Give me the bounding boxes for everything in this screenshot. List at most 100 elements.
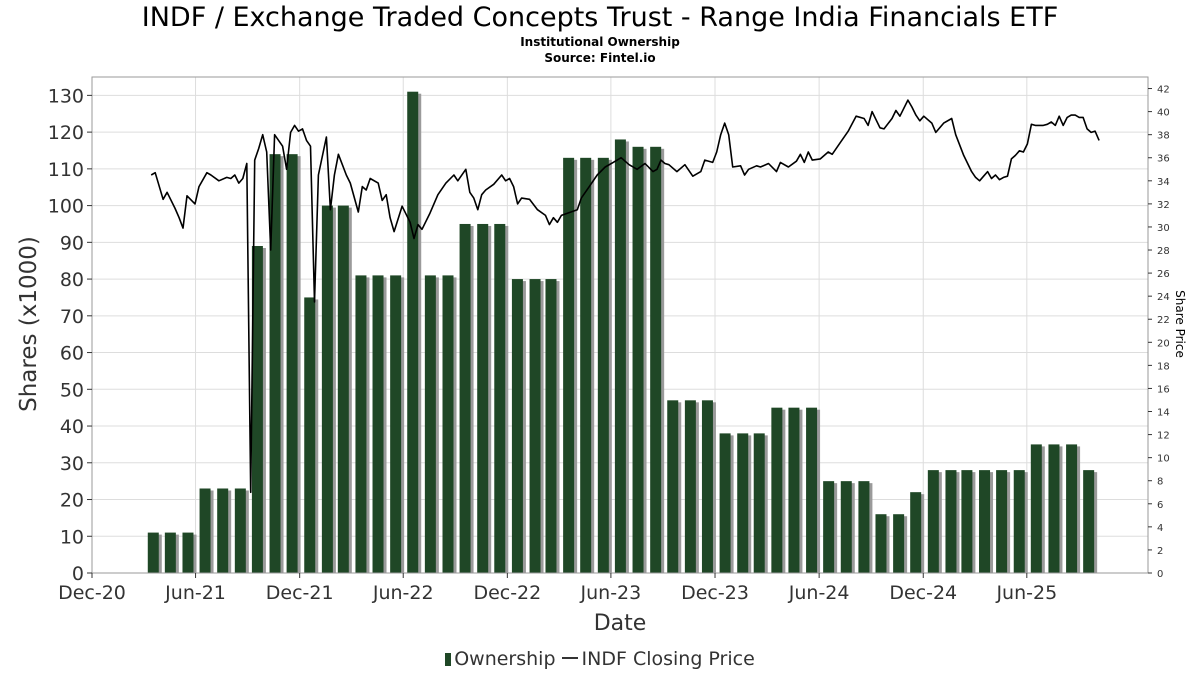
- legend: Ownership INDF Closing Price: [0, 648, 1200, 670]
- axes: 0102030405060708090100110120130024681012…: [48, 85, 1170, 604]
- y-tick-label: 120: [48, 122, 84, 144]
- ownership-bar: [321, 205, 333, 573]
- y2-tick-label: 14: [1157, 408, 1170, 419]
- y2-tick-label: 18: [1157, 361, 1170, 372]
- ownership-bar: [614, 139, 626, 573]
- ownership-bar: [823, 481, 835, 573]
- ownership-bar: [945, 470, 957, 573]
- legend-line-swatch: [561, 657, 578, 659]
- y2-tick-label: 40: [1157, 108, 1170, 119]
- y2-tick-label: 28: [1157, 246, 1170, 257]
- y-tick-label: 130: [48, 85, 84, 107]
- y2-tick-label: 8: [1157, 477, 1163, 488]
- x-tick-label: Jun-25: [995, 582, 1057, 604]
- y2-tick-label: 34: [1157, 177, 1170, 188]
- ownership-bar: [875, 514, 887, 573]
- chart-title: INDF / Exchange Traded Concepts Trust - …: [141, 2, 1059, 33]
- ownership-bar: [355, 275, 367, 573]
- y-axis-label: Shares (x1000): [16, 236, 42, 412]
- x-axis-label: Date: [594, 611, 647, 636]
- ownership-bar: [737, 433, 749, 573]
- ownership-bar: [337, 205, 349, 573]
- ownership-bar: [979, 470, 991, 573]
- ownership-bar: [407, 91, 419, 574]
- y2-tick-label: 26: [1157, 269, 1170, 280]
- ownership-bar: [286, 154, 298, 573]
- ownership-bar: [961, 470, 973, 573]
- ownership-bar: [771, 407, 783, 573]
- ownership-bar: [424, 275, 436, 573]
- ownership-bar: [390, 275, 402, 573]
- x-tick-label: Jun-22: [372, 582, 434, 604]
- y2-tick-label: 4: [1157, 523, 1163, 534]
- ownership-bar: [1030, 444, 1042, 573]
- ownership-bar: [251, 246, 263, 574]
- ownership-bar: [1013, 470, 1025, 573]
- y-tick-label: 70: [60, 306, 84, 328]
- y2-tick-label: 32: [1157, 200, 1170, 211]
- ownership-bar: [580, 157, 592, 573]
- x-tick-label: Dec-21: [266, 582, 334, 604]
- ownership-bar: [650, 146, 662, 573]
- ownership-bar: [806, 407, 818, 573]
- y-tick-label: 50: [60, 379, 84, 401]
- y-tick-label: 60: [60, 343, 84, 365]
- plot-frame: [91, 76, 1149, 574]
- ownership-bar: [597, 157, 609, 573]
- ownership-bar: [840, 481, 852, 573]
- y-tick-label: 110: [48, 159, 84, 181]
- ownership-bar: [910, 492, 922, 573]
- x-tick-label: Dec-23: [681, 582, 749, 604]
- ownership-bar: [147, 532, 159, 573]
- ownership-bar: [996, 470, 1008, 573]
- y2-tick-label: 24: [1157, 292, 1170, 303]
- ownership-bar: [893, 514, 905, 573]
- legend-ownership: Ownership: [454, 648, 556, 670]
- y2-tick-label: 38: [1157, 131, 1170, 142]
- y2-tick-label: 30: [1157, 223, 1170, 234]
- ownership-bar: [1083, 470, 1095, 573]
- chart-subtitle: Institutional Ownership: [520, 35, 680, 49]
- y2-tick-label: 36: [1157, 154, 1170, 165]
- ownership-bar: [477, 223, 489, 574]
- ownership-bar: [182, 532, 194, 573]
- ownership-bar: [372, 275, 384, 573]
- y-tick-label: 20: [60, 490, 84, 512]
- x-tick-label: Dec-20: [58, 582, 126, 604]
- ownership-bars: [147, 91, 1098, 574]
- y2-tick-label: 6: [1157, 500, 1163, 511]
- ownership-bar: [459, 223, 471, 574]
- legend-bar-swatch: [445, 653, 452, 666]
- ownership-bar: [494, 223, 506, 574]
- ownership-bar: [234, 488, 246, 573]
- ownership-bar: [1066, 444, 1078, 573]
- ownership-bar: [632, 146, 644, 573]
- ownership-bar: [753, 433, 765, 573]
- x-tick-label: Dec-22: [473, 582, 541, 604]
- ownership-bar: [1048, 444, 1060, 573]
- ownership-bar: [529, 279, 541, 573]
- ownership-bar: [701, 400, 713, 573]
- y2-tick-label: 12: [1157, 431, 1170, 442]
- y-tick-label: 90: [60, 232, 84, 254]
- ownership-bar: [719, 433, 731, 573]
- price-line: [150, 99, 1100, 494]
- x-tick-label: Jun-21: [164, 582, 226, 604]
- y2-tick-label: 22: [1157, 315, 1170, 326]
- y2-tick-label: 0: [1157, 569, 1163, 580]
- ownership-bar: [545, 279, 557, 573]
- ownership-bar: [684, 400, 696, 573]
- y2-tick-label: 20: [1157, 338, 1170, 349]
- ownership-bar: [269, 154, 281, 573]
- ownership-bar: [511, 279, 523, 573]
- ownership-bar: [217, 488, 229, 573]
- ownership-bar: [199, 488, 211, 573]
- y-tick-label: 40: [60, 416, 84, 438]
- y-tick-label: 80: [60, 269, 84, 291]
- x-tick-label: Jun-23: [580, 582, 642, 604]
- y2-axis-label: Share Price: [1173, 290, 1187, 358]
- x-tick-label: Dec-24: [889, 582, 957, 604]
- ownership-bar: [927, 470, 939, 573]
- y-tick-label: 10: [60, 526, 84, 548]
